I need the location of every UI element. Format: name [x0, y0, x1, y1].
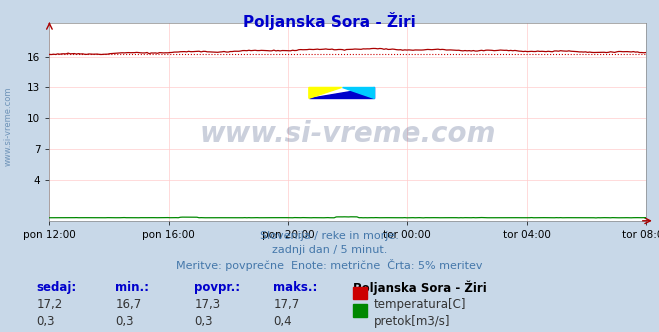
Polygon shape — [309, 87, 341, 98]
Text: maks.:: maks.: — [273, 281, 318, 293]
Text: 0,3: 0,3 — [194, 315, 213, 328]
Text: Poljanska Sora - Žiri: Poljanska Sora - Žiri — [243, 12, 416, 30]
Text: www.si-vreme.com: www.si-vreme.com — [3, 86, 13, 166]
Text: zadnji dan / 5 minut.: zadnji dan / 5 minut. — [272, 245, 387, 255]
Text: Slovenija / reke in morje.: Slovenija / reke in morje. — [260, 231, 399, 241]
Text: www.si-vreme.com: www.si-vreme.com — [200, 120, 496, 148]
Text: 0,3: 0,3 — [36, 315, 55, 328]
Polygon shape — [309, 87, 374, 98]
Text: sedaj:: sedaj: — [36, 281, 76, 293]
Text: povpr.:: povpr.: — [194, 281, 241, 293]
Text: 0,3: 0,3 — [115, 315, 134, 328]
Text: 0,4: 0,4 — [273, 315, 292, 328]
Text: 17,2: 17,2 — [36, 298, 63, 311]
Text: pretok[m3/s]: pretok[m3/s] — [374, 315, 450, 328]
Text: 17,7: 17,7 — [273, 298, 300, 311]
Text: Poljanska Sora - Žiri: Poljanska Sora - Žiri — [353, 281, 486, 295]
Text: Meritve: povprečne  Enote: metrične  Črta: 5% meritev: Meritve: povprečne Enote: metrične Črta:… — [176, 259, 483, 271]
Text: min.:: min.: — [115, 281, 150, 293]
Polygon shape — [341, 87, 374, 98]
Text: 17,3: 17,3 — [194, 298, 221, 311]
Text: 16,7: 16,7 — [115, 298, 142, 311]
Text: temperatura[C]: temperatura[C] — [374, 298, 466, 311]
